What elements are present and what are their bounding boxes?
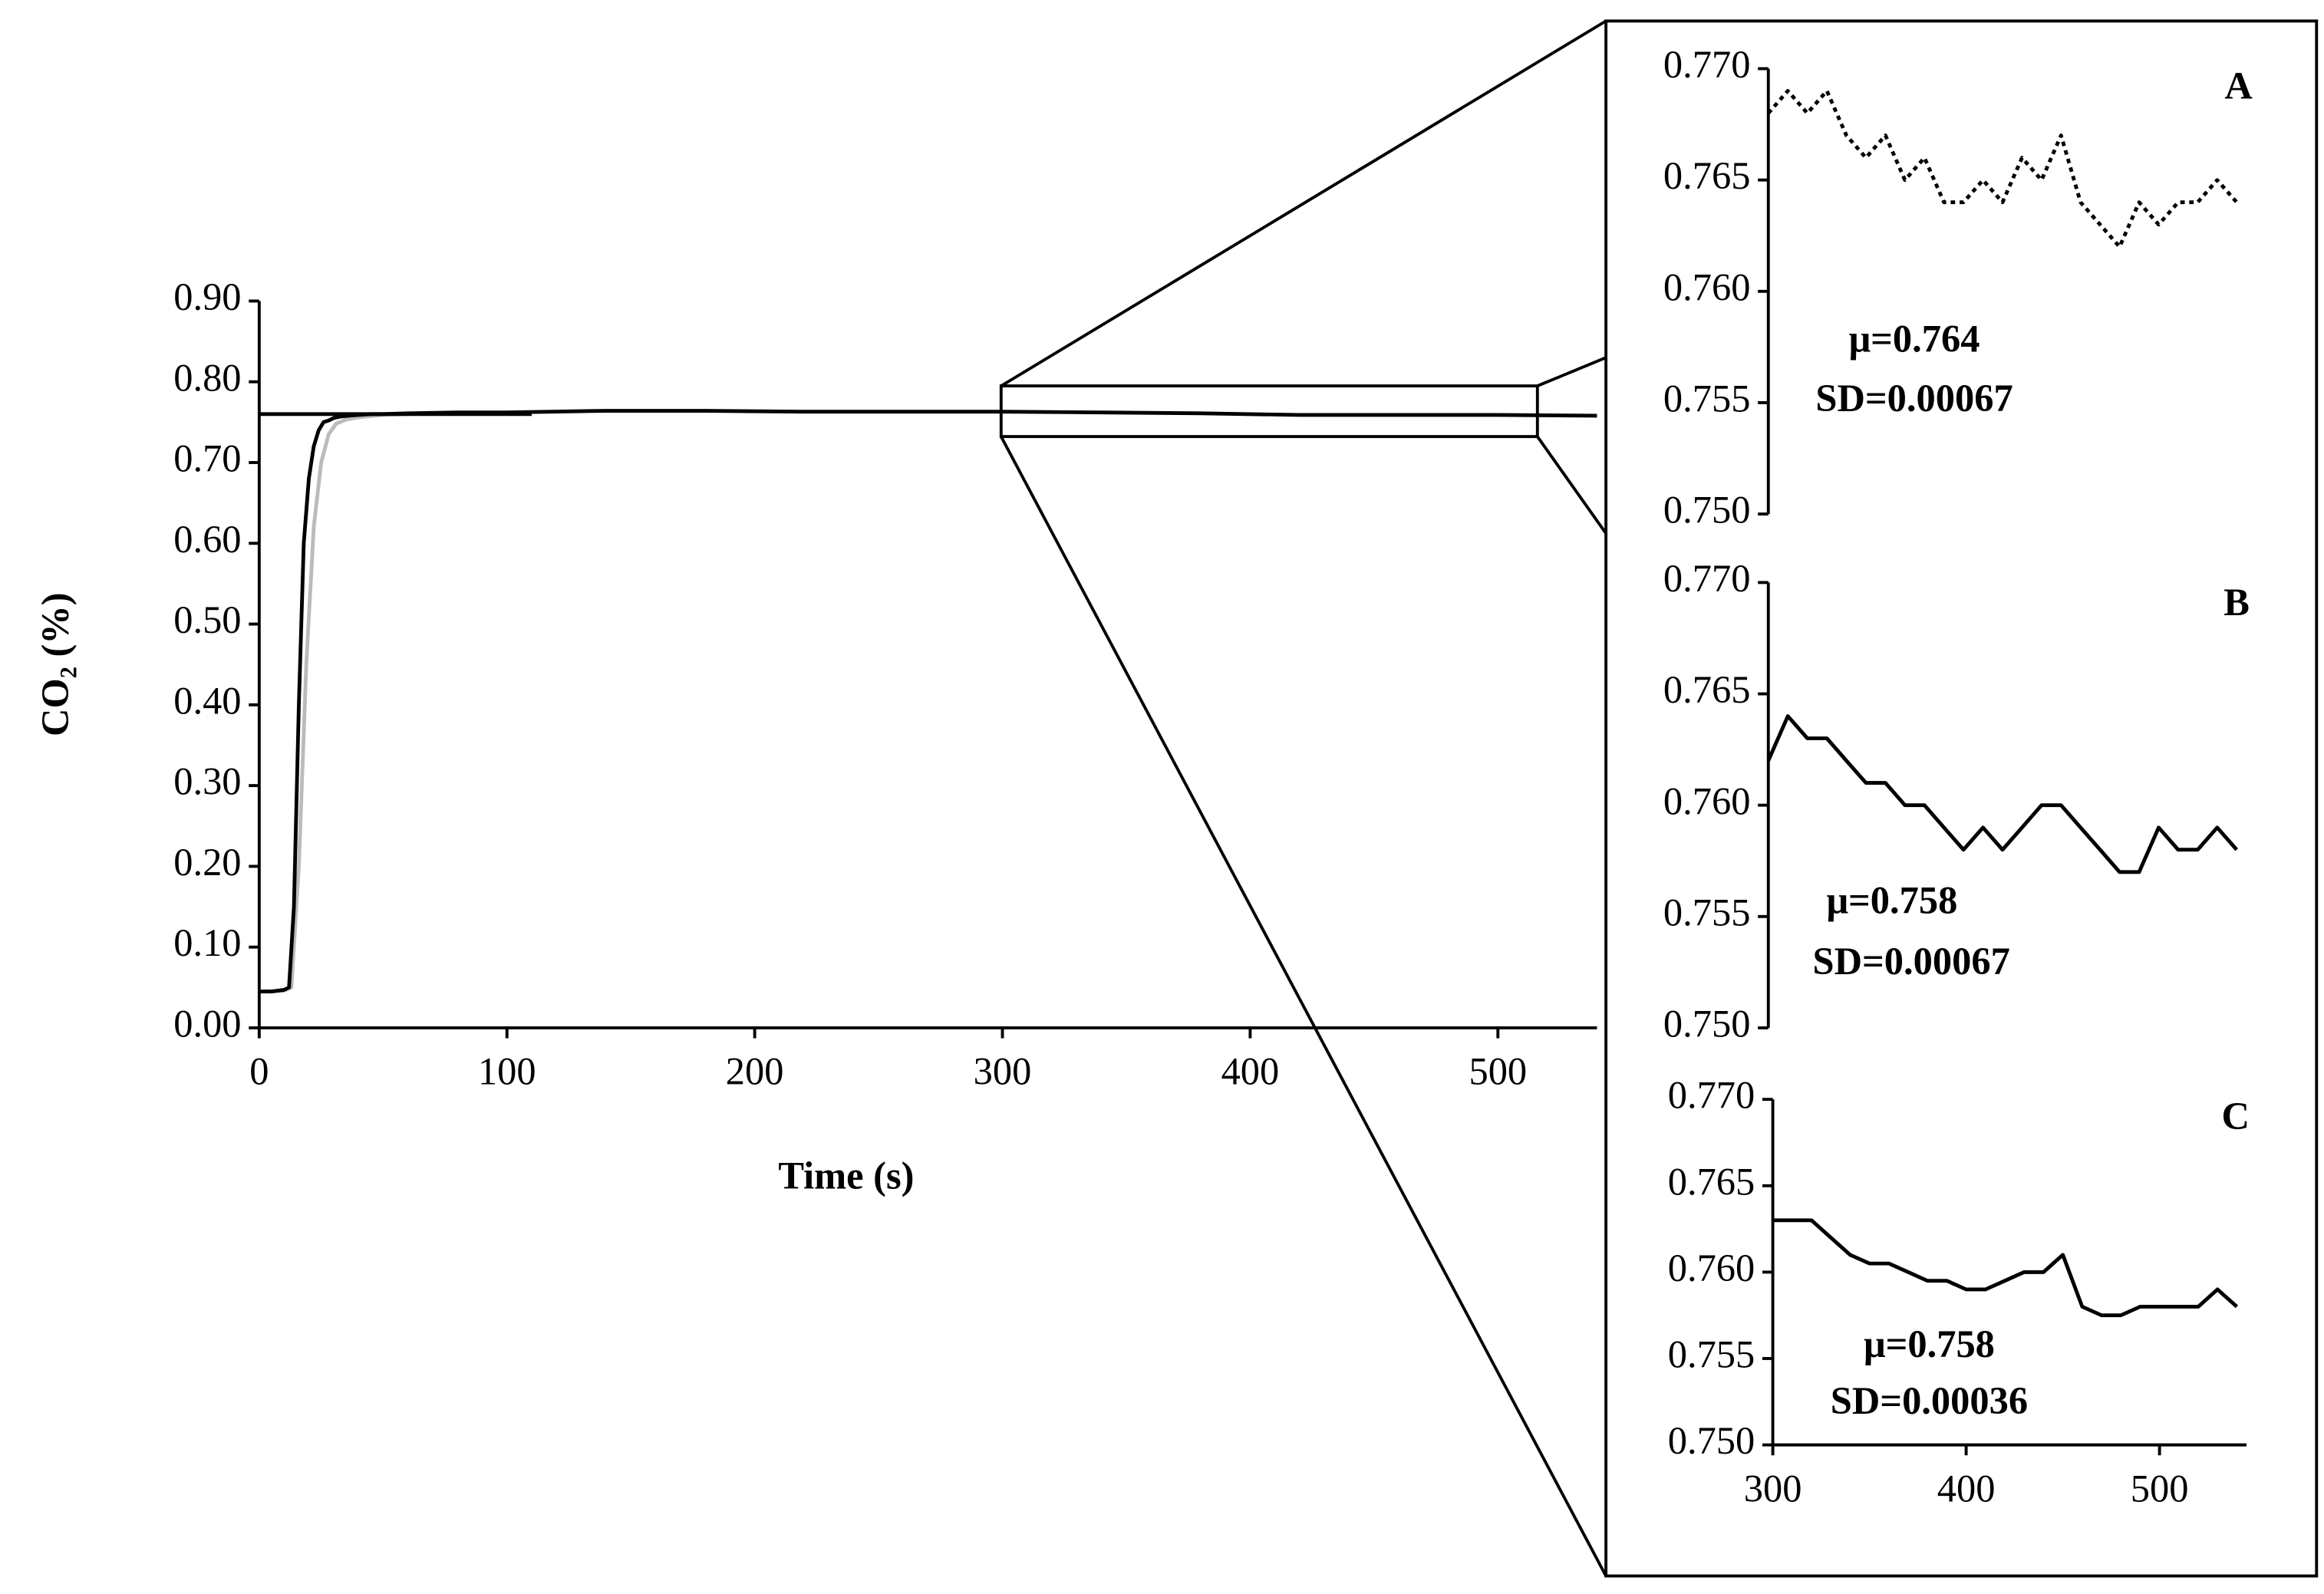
y-tick-label: 0.90 bbox=[173, 275, 241, 318]
y-tick-label: 0.765 bbox=[1663, 668, 1751, 711]
x-tick-label: 200 bbox=[726, 1050, 784, 1093]
x-tick-label: 300 bbox=[974, 1050, 1032, 1093]
zoom-connector bbox=[1536, 435, 1607, 535]
annotation: μ=0.758 bbox=[1864, 1322, 1995, 1365]
x-tick-label: 400 bbox=[1937, 1467, 1996, 1510]
x-tick-label: 300 bbox=[1744, 1467, 1802, 1510]
y-tick-label: 0.00 bbox=[173, 1003, 241, 1046]
y-tick-label: 0.40 bbox=[173, 679, 241, 722]
y-tick-label: 0.760 bbox=[1668, 1247, 1755, 1289]
annotation: μ=0.764 bbox=[1849, 317, 1980, 360]
annotation: SD=0.00067 bbox=[1813, 940, 2010, 983]
y-tick-label: 0.750 bbox=[1663, 489, 1751, 532]
y-tick-label: 0.10 bbox=[173, 921, 241, 964]
x-tick-label: 500 bbox=[1469, 1050, 1527, 1093]
y-axis-title: CO₂ (%) bbox=[34, 592, 77, 736]
x-axis-title: Time (s) bbox=[778, 1154, 914, 1197]
y-tick-label: 0.770 bbox=[1663, 43, 1751, 86]
y-tick-label: 0.50 bbox=[173, 598, 241, 641]
y-tick-label: 0.30 bbox=[173, 760, 241, 803]
y-tick-label: 0.20 bbox=[173, 841, 241, 884]
data-line bbox=[1766, 89, 2239, 249]
y-tick-label: 0.755 bbox=[1663, 377, 1751, 420]
x-tick-label: 100 bbox=[478, 1050, 536, 1093]
x-tick-label: 400 bbox=[1221, 1050, 1280, 1093]
zoom-connector bbox=[1000, 436, 1607, 1577]
y-tick-label: 0.80 bbox=[173, 356, 241, 399]
panel-label: B bbox=[2223, 581, 2250, 624]
y-tick-label: 0.750 bbox=[1663, 1003, 1751, 1046]
y-tick-label: 0.750 bbox=[1668, 1419, 1755, 1462]
y-tick-label: 0.760 bbox=[1663, 265, 1751, 308]
y-tick-label: 0.770 bbox=[1668, 1074, 1755, 1117]
zoom-connector bbox=[1537, 356, 1607, 387]
y-tick-label: 0.760 bbox=[1663, 779, 1751, 822]
y-tick-label: 0.70 bbox=[173, 437, 241, 480]
x-tick-label: 500 bbox=[2131, 1467, 2189, 1510]
y-tick-label: 0.765 bbox=[1668, 1160, 1755, 1203]
y-tick-label: 0.765 bbox=[1663, 154, 1751, 197]
y-tick-label: 0.60 bbox=[173, 518, 241, 561]
annotation: SD=0.00036 bbox=[1831, 1379, 2028, 1422]
data-line bbox=[1772, 1218, 2239, 1318]
annotation: SD=0.00067 bbox=[1815, 377, 2012, 420]
data-line bbox=[259, 412, 408, 994]
y-tick-label: 0.755 bbox=[1668, 1333, 1755, 1376]
zoom-connector bbox=[1000, 19, 1607, 387]
x-tick-label: 0 bbox=[249, 1050, 269, 1093]
panel-label: C bbox=[2221, 1095, 2249, 1138]
panel-label: A bbox=[2224, 64, 2253, 107]
inset-frame bbox=[1604, 19, 2319, 1578]
y-tick-label: 0.770 bbox=[1663, 557, 1751, 600]
data-line bbox=[1766, 714, 2239, 874]
y-tick-label: 0.755 bbox=[1663, 891, 1751, 934]
annotation: μ=0.758 bbox=[1826, 878, 1957, 921]
